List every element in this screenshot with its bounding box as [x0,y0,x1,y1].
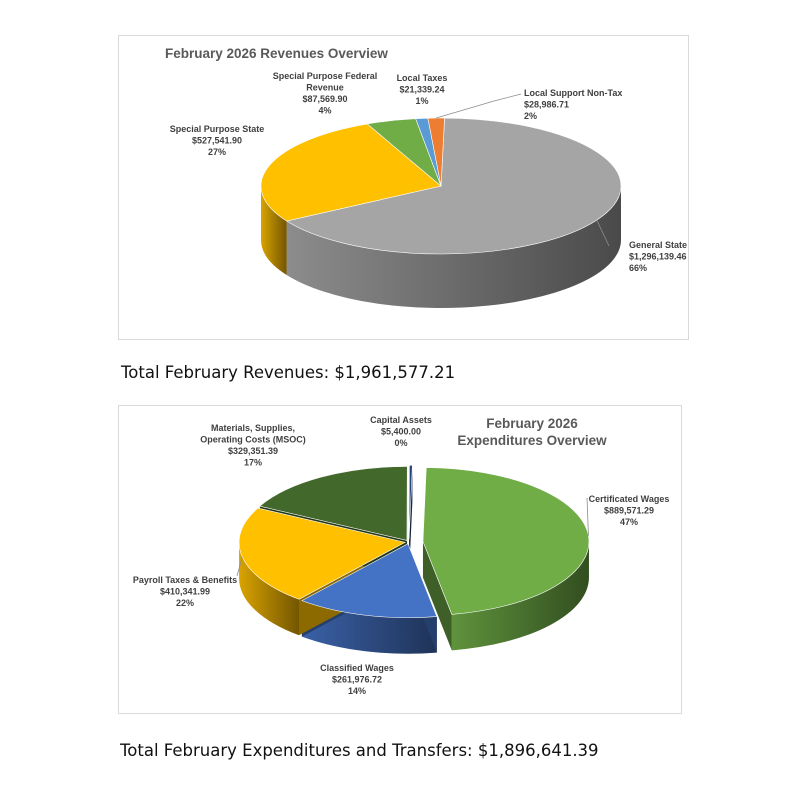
expenditures-chart-panel: February 2026 Expenditures Overview Certif… [118,405,682,714]
label-name: Special Purpose Federal [273,71,378,81]
pie-slices [260,117,622,308]
data-label-capital-assets: Capital Assets $5,400.000% [370,415,432,448]
expenditures-pie-chart: February 2026 Expenditures Overview Certif… [133,415,670,696]
label-value: $28,986.71 [524,100,569,110]
leader-line [236,556,243,577]
pie-slice-side-payroll-taxes-and-benefits [239,542,299,636]
label-name: Local Support Non-Tax [524,88,622,98]
data-label-materials-supplies-operating-costs-msoc: Materials, Supplies, Operating Costs (MSO… [200,423,306,468]
label-percent: 1% [415,96,428,106]
pie-slice-cut-certificated-wages [422,541,452,651]
label-value: $87,569.90 [302,94,347,104]
pie-slices [238,465,590,654]
label-percent: 27% [208,147,226,157]
label-percent: 22% [176,598,194,608]
label-value: $889,571.29 [604,506,654,516]
label-name: Materials, Supplies, [211,423,295,433]
label-name: Certificated Wages [589,494,670,504]
label-percent: 0% [394,438,407,448]
chart-title: February 2026 Revenues Overview [165,46,388,61]
label-percent: 66% [629,263,647,273]
pie-slice-classified-wages [301,543,438,619]
label-name: Payroll Taxes & Benefits [133,575,237,585]
data-label-special-purpose-federal-revenue: Special Purpose Federal Revenue$87,569.90… [273,71,378,116]
label-percent: 2% [524,111,537,121]
label-value: $261,976.72 [332,675,382,685]
label-percent: 17% [244,458,262,468]
label-value: $329,351.39 [228,446,278,456]
chart-title-line: February 2026 [486,416,578,431]
pie-slice-side-certificated-wages [451,541,589,651]
label-name: Capital Assets [370,415,432,425]
label-name: Classified Wages [320,663,394,673]
label-name: Special Purpose State [170,124,265,134]
revenues-chart-panel: February 2026 Revenues Overview General S… [118,35,689,340]
label-name: Operating Costs (MSOC) [200,435,306,445]
revenues-pie-chart: February 2026 Revenues Overview General S… [165,46,687,308]
pie-slice-materials-supplies-operating-costs-msoc [259,466,408,541]
label-percent: 47% [620,517,638,527]
leader-line [596,219,610,247]
pie-slice-certificated-wages [422,467,590,615]
label-percent: 4% [318,106,331,116]
pie-slice-side-general-state [286,186,621,308]
data-label-local-taxes: Local Taxes $21,339.241% [397,73,448,106]
label-value: $21,339.24 [399,85,444,95]
label-name: General State [629,240,687,250]
label-value: $5,400.00 [381,427,421,437]
pie-slice-payroll-taxes-and-benefits [238,507,406,600]
leader-line [586,497,589,536]
label-percent: 14% [348,686,366,696]
leader-line [436,93,522,119]
total-expenditures: Total February Expenditures and Transfer… [120,741,599,760]
total-revenues: Total February Revenues: $1,961,577.21 [121,363,456,382]
pie-slice-side-special-purpose-state [261,186,287,276]
label-name: Local Taxes [397,73,448,83]
chart-title-line: Expenditures Overview [457,433,607,448]
pie-slice-capital-assets [408,465,413,540]
label-value: $1,296,139.46 [629,252,687,262]
data-label-local-support-non-tax: Local Support Non-Tax $28,986.712% [436,88,622,121]
label-name: Revenue [306,83,344,93]
pie-slice-general-state [285,117,622,255]
label-value: $410,341.99 [160,587,210,597]
label-value: $527,541.90 [192,136,242,146]
